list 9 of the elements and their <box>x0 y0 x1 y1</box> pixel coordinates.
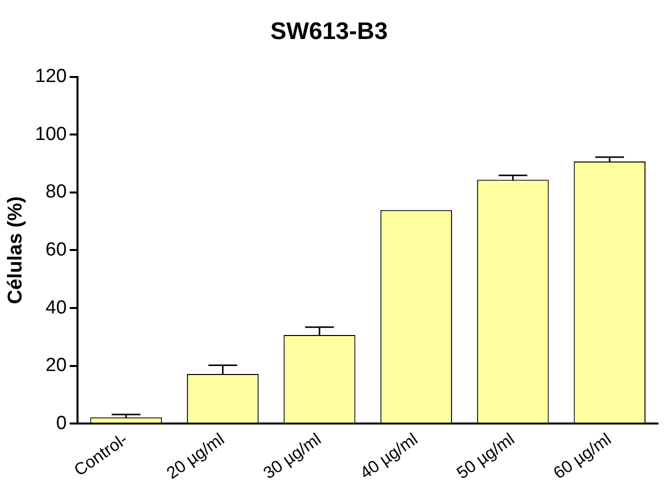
y-tick-label: 20 <box>46 355 67 376</box>
chart-title: SW613-B3 <box>270 18 388 46</box>
y-tick-label: 100 <box>35 124 67 145</box>
y-tick-label: 120 <box>35 66 67 88</box>
y-tick-label: 0 <box>56 412 67 434</box>
y-tick-label: 60 <box>46 239 67 260</box>
y-axis-title: Células (%) <box>4 196 27 304</box>
y-tick-label: 80 <box>46 182 67 203</box>
y-tick-label: 40 <box>46 297 67 318</box>
